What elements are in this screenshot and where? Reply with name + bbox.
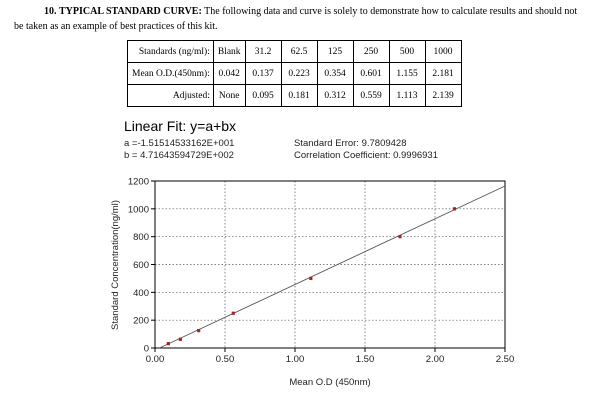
data-point — [166, 342, 170, 346]
x-axis-label: Mean O.D (450nm) — [289, 377, 370, 388]
x-tick-label: 2.50 — [496, 354, 515, 365]
chart-grid — [155, 181, 505, 348]
section-number: 10. — [44, 6, 57, 17]
x-tick-label: 0.00 — [146, 354, 165, 365]
section-heading: 10. TYPICAL STANDARD CURVE: The followin… — [14, 4, 589, 34]
fit-line — [159, 185, 506, 349]
fit-param-a: a =-1.51514533162E+001 — [124, 138, 235, 149]
data-points — [166, 207, 457, 346]
y-tick-label: 0 — [144, 344, 149, 355]
x-axis-ticks: 0.00 0.50 1.00 1.50 2.00 2.50 — [146, 348, 515, 365]
x-tick-label: 1.00 — [286, 354, 305, 365]
data-point — [452, 207, 457, 211]
table-cell: 0.312 — [316, 84, 354, 107]
fit-correlation: Correlation Coefficient: 0.9996931 — [294, 150, 439, 161]
y-tick-label: 400 — [133, 288, 149, 299]
section-lead: TYPICAL STANDARD CURVE: — [59, 6, 202, 17]
data-point — [231, 311, 235, 315]
fit-title: Linear Fit: y=a+bx — [124, 118, 237, 134]
section-text: The following data and curve is solely t… — [14, 6, 578, 32]
data-point — [398, 235, 402, 239]
x-tick-label: 2.00 — [426, 354, 445, 365]
x-tick-label: 1.50 — [356, 354, 375, 365]
standards-table: Standards (ng/ml): Blank 31.2 62.5 125 2… — [127, 40, 462, 107]
data-point — [309, 276, 313, 281]
x-tick-label: 0.50 — [216, 354, 235, 365]
table-cell: None — [212, 84, 246, 107]
data-point — [197, 329, 201, 333]
table-row: Adjusted: None 0.095 0.181 0.312 0.559 1… — [127, 84, 462, 107]
y-tick-label: 1000 — [128, 204, 149, 215]
y-tick-label: 1200 — [128, 177, 149, 188]
y-axis-ticks: 0 200 400 600 800 1000 1200 — [128, 177, 155, 355]
table-cell: 2.139 — [424, 84, 462, 107]
y-tick-label: 200 — [133, 316, 149, 327]
row-header: Adjusted: — [127, 84, 214, 107]
y-tick-label: 800 — [133, 232, 149, 243]
table-cell: 0.559 — [352, 84, 390, 107]
y-tick-label: 600 — [133, 260, 149, 271]
fit-std-error: Standard Error: 9.7809428 — [294, 138, 407, 149]
fit-param-b: b = 4.71643594729E+002 — [124, 150, 234, 161]
table-row: Standards (ng/ml): Blank 31.2 62.5 125 2… — [127, 40, 462, 63]
data-point — [178, 337, 182, 341]
y-axis-label: Standard Concentration(ng/ml) — [110, 200, 121, 330]
